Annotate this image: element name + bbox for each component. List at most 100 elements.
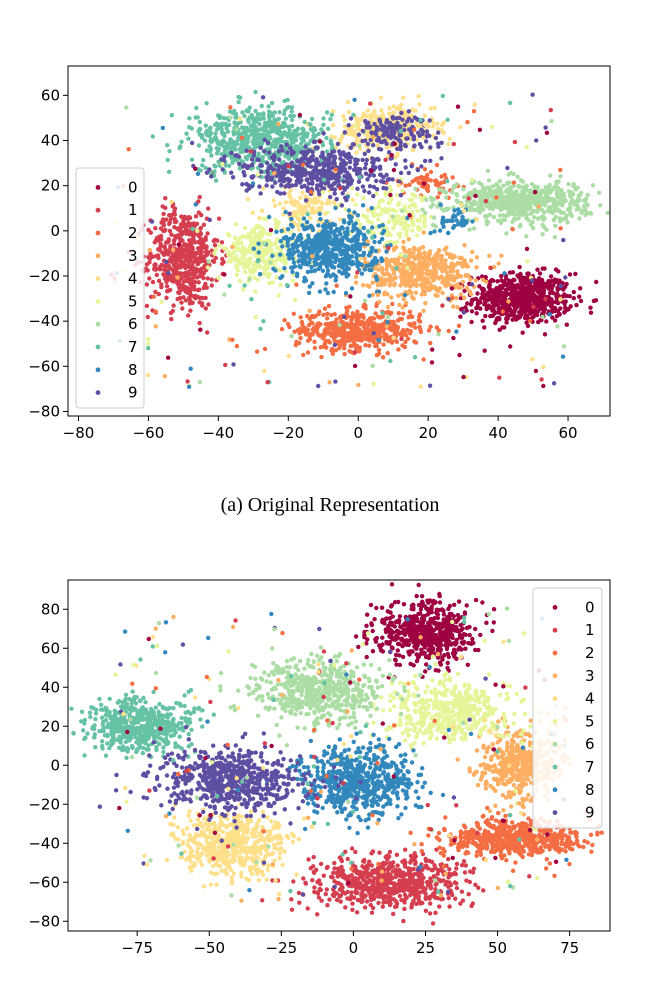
data-point [552,318,558,323]
data-point [420,276,425,282]
data-point [406,237,411,242]
data-point [282,98,287,104]
data-point [317,289,323,294]
data-point [365,108,371,113]
data-point [577,294,582,299]
data-point [506,204,512,209]
data-point [280,124,285,129]
data-point [253,267,258,272]
data-point [271,198,276,203]
data-point [321,242,326,247]
data-point [401,263,406,268]
data-point [515,205,520,211]
data-point [381,342,386,347]
data-point [266,265,271,271]
data-point [540,232,545,237]
data-point [499,301,504,306]
data-point [271,266,276,271]
data-point [344,251,349,256]
data-point [497,213,503,218]
data-point [467,227,472,232]
data-point [290,252,295,257]
data-point [156,278,162,283]
data-point [583,212,588,218]
data-point [421,221,427,226]
data-point [407,309,413,314]
data-point [168,244,173,249]
data-point [194,105,199,111]
data-point [357,345,362,350]
data-point [537,306,543,312]
data-point [535,267,540,272]
data-point [177,290,182,296]
data-point [298,195,303,200]
data-point [432,105,437,111]
data-point [189,247,195,252]
data-point [399,267,404,272]
data-point [541,310,546,315]
data-point [359,271,365,276]
data-point [293,342,298,348]
data-point [225,129,231,134]
data-point [379,282,384,288]
data-point [431,215,437,220]
data-point [377,299,382,305]
data-point [354,255,359,260]
data-point [169,259,174,264]
data-point [153,289,158,295]
data-point [518,178,524,183]
data-point [556,269,561,274]
data-point [342,117,347,123]
data-point [515,282,520,288]
data-point [162,228,167,233]
data-point [546,189,551,195]
data-point [176,233,181,238]
data-point [567,205,572,211]
data-point [169,232,174,237]
data-point [377,224,382,229]
data-point [230,175,236,180]
data-point [551,217,556,222]
data-point [346,272,351,277]
data-point [458,295,464,301]
data-point [433,286,438,291]
data-point [518,271,523,277]
data-point [267,214,272,220]
data-point [511,277,516,282]
data-point [277,267,282,272]
data-point [511,171,516,177]
data-point [227,141,232,146]
data-point [392,222,398,227]
data-point [261,133,267,138]
data-point [145,268,150,273]
data-point [183,225,188,230]
data-point [422,250,427,255]
data-point [473,189,479,194]
data-point [212,169,217,174]
data-point [396,200,402,206]
data-point [157,267,163,272]
data-point [309,264,314,270]
data-point [213,178,219,183]
data-point [492,294,497,299]
data-point [195,287,201,293]
data-point [554,189,559,194]
data-point [456,323,462,328]
data-point [379,207,384,212]
data-point [360,283,366,288]
data-point [481,288,487,293]
data-point [347,215,352,220]
data-point [172,212,178,217]
data-point [518,291,524,297]
data-point [475,291,480,296]
data-point [329,112,334,118]
data-point [238,235,243,241]
data-point [367,293,372,298]
data-point [274,229,279,234]
data-point [349,262,354,267]
data-point [345,100,351,105]
data-point [286,131,291,136]
data-point [528,211,534,216]
data-point [481,185,486,191]
